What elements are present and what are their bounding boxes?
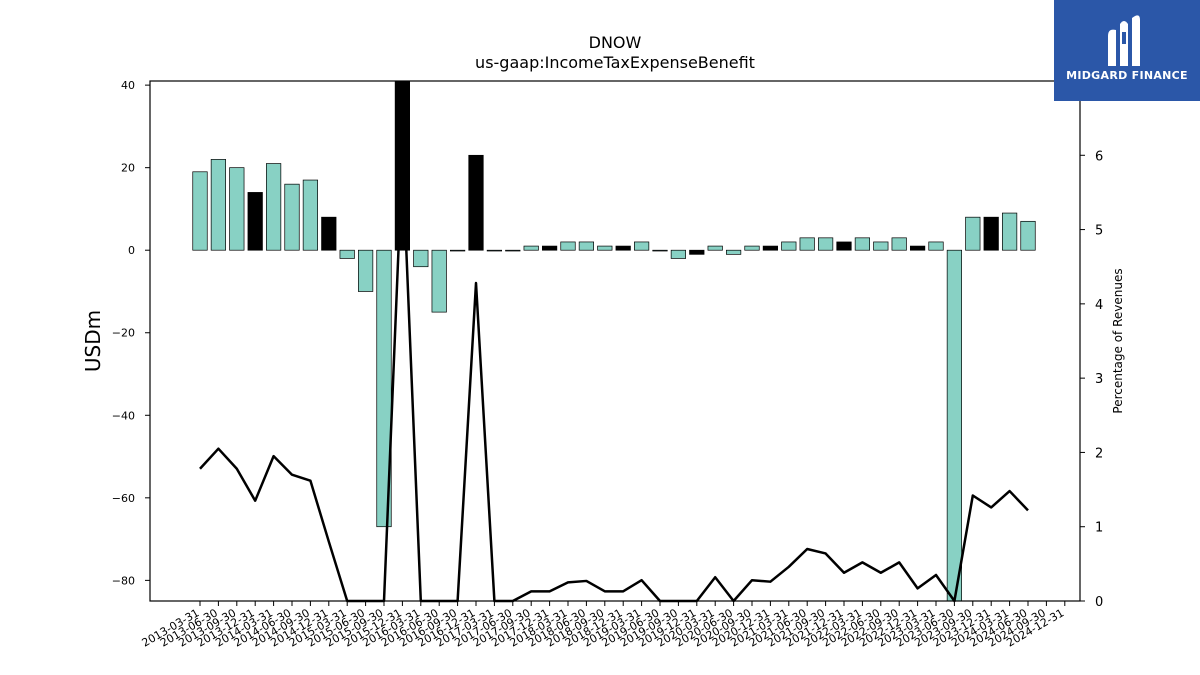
y-tick-label: −40 xyxy=(112,409,135,422)
chart-subtitle: us-gaap:IncomeTaxExpenseBenefit xyxy=(475,53,755,72)
line-layer xyxy=(199,154,1029,603)
bar-2022-03-31 xyxy=(854,237,871,251)
y-tick-label: 20 xyxy=(121,162,135,175)
bar-2016-03-31 xyxy=(413,249,429,268)
bars xyxy=(192,80,1036,602)
bar-2017-03-31 xyxy=(486,249,502,252)
y-tick-label-right: 2 xyxy=(1095,446,1103,461)
bar-2014-12-31 xyxy=(321,216,337,251)
bar-2022-09-30 xyxy=(891,237,907,251)
bar-2013-09-30 xyxy=(229,167,245,251)
bar-2016-09-30 xyxy=(450,249,466,252)
bar-2014-03-31 xyxy=(266,163,282,251)
bar-2023-09-30 xyxy=(965,216,981,251)
bar-2015-06-30 xyxy=(358,249,374,292)
bar-2015-09-30 xyxy=(376,249,392,528)
y-tick-label-right: 4 xyxy=(1095,298,1103,313)
y-axis-label-right: Percentage of Revenues xyxy=(1111,268,1125,413)
bar-2017-12-31 xyxy=(541,245,558,251)
bar-2018-09-30 xyxy=(597,245,613,251)
bar-2019-06-30 xyxy=(652,249,668,252)
bar-2021-12-31 xyxy=(836,241,852,251)
bar-2015-03-31 xyxy=(339,249,355,259)
revenue-pct-line xyxy=(199,154,1029,603)
bar-2020-12-31 xyxy=(762,245,779,251)
bar-2023-06-30 xyxy=(946,249,963,602)
y-axis-label: USDm xyxy=(81,310,105,372)
bar-2017-06-30 xyxy=(505,249,521,252)
bar-2021-09-30 xyxy=(817,237,834,251)
y-tick-label-right: 1 xyxy=(1095,521,1103,536)
y-tick-label-right: 3 xyxy=(1095,372,1103,387)
plot-frame xyxy=(149,80,1081,602)
bar-2024-03-31 xyxy=(1001,212,1018,251)
bar-2018-12-31 xyxy=(615,245,631,251)
bar-2013-03-31 xyxy=(192,171,208,251)
y-tick-label-right: 0 xyxy=(1095,595,1103,610)
bar-2020-06-30 xyxy=(725,249,742,255)
bar-2018-03-31 xyxy=(560,241,576,251)
y-axis-right: 0 1 2 3 4 5 6 xyxy=(1080,149,1103,610)
chart-title: DNOW xyxy=(589,33,642,52)
brand-logo: MIDGARD FINANCE xyxy=(1054,0,1200,101)
bar-2014-09-30 xyxy=(302,179,318,251)
bar-2018-06-30 xyxy=(578,241,595,251)
y-tick-label: −60 xyxy=(112,492,135,505)
y-tick-label: −80 xyxy=(112,574,135,587)
bar-2016-12-31 xyxy=(468,154,484,251)
bar-2013-12-31 xyxy=(247,192,263,251)
bar-2016-06-30 xyxy=(431,249,447,313)
bar-2013-06-30 xyxy=(210,159,226,251)
bar-2022-12-31 xyxy=(909,245,926,251)
bar-2023-12-31 xyxy=(983,216,999,251)
midgard-logo-icon xyxy=(1108,15,1140,67)
bar-2020-03-31 xyxy=(707,245,723,251)
y-tick-label: −20 xyxy=(112,327,135,340)
bar-2024-06-30 xyxy=(1020,220,1036,251)
brand-name: MIDGARD FINANCE xyxy=(1066,69,1188,82)
y-tick-label-right: 5 xyxy=(1095,224,1103,239)
bar-2022-06-30 xyxy=(873,241,889,251)
bar-2021-06-30 xyxy=(799,237,815,251)
bar-2014-06-30 xyxy=(284,183,300,251)
bar-2019-09-30 xyxy=(670,249,687,259)
y-axis-left: 40 20 0 −20 −40 −60 −80 xyxy=(112,79,150,587)
x-axis: 2013-03-312013-06-302013-09-302013-12-31… xyxy=(140,601,1066,650)
y-tick-label: 40 xyxy=(121,79,135,92)
bar-2021-03-31 xyxy=(781,241,797,251)
bar-2017-09-30 xyxy=(523,245,539,251)
bar-2020-09-30 xyxy=(744,245,760,251)
y-tick-label-right: 6 xyxy=(1095,149,1103,164)
bar-2019-03-31 xyxy=(633,241,650,251)
bar-2019-12-31 xyxy=(689,249,705,255)
y-tick-label: 0 xyxy=(128,244,135,257)
bar-2023-03-31 xyxy=(928,241,944,251)
